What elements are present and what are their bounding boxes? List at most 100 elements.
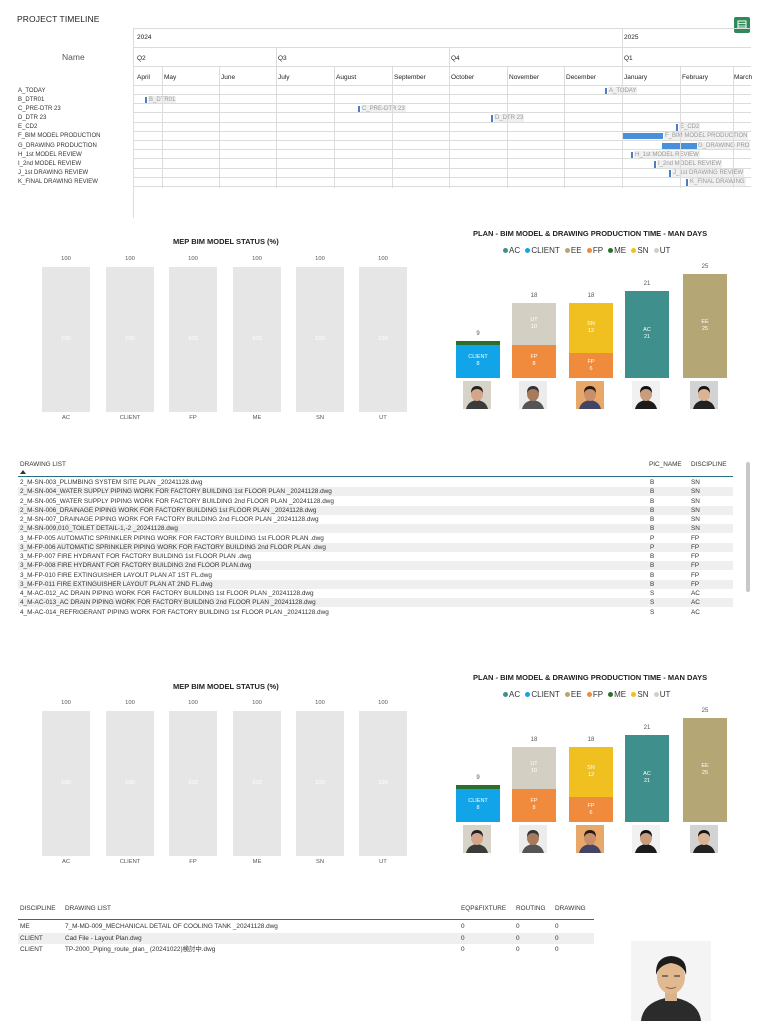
status-bar[interactable] (106, 267, 154, 412)
legend-label: ME (614, 690, 627, 699)
timeline-row-label: E_CD2 (18, 124, 38, 130)
status-bar[interactable] (359, 711, 407, 856)
gantt-bar[interactable] (662, 143, 697, 149)
routing-header[interactable]: ROUTING (516, 905, 546, 912)
legend-label: AC (509, 246, 521, 255)
grid-line (133, 85, 751, 86)
status-category-label: AC (61, 859, 71, 865)
timeline-row-label: K_FINAL DRAWING REVIEW (18, 179, 98, 185)
scrollbar[interactable] (746, 462, 750, 592)
segment-value-label: 25 (701, 770, 709, 776)
status-bar[interactable] (169, 267, 217, 412)
segment-value-label: 6 (589, 365, 593, 372)
plan-bar-segment-me[interactable] (456, 340, 500, 345)
plan-bar-segment-client[interactable]: CLIENT 8 (456, 344, 500, 378)
status-value-label: 100 (61, 256, 71, 262)
status-bar[interactable] (169, 711, 217, 856)
plan-bar-segment-ac[interactable]: AC 21 (625, 290, 669, 378)
status-value-label: 100 (378, 256, 388, 262)
person-photo-icon (576, 825, 604, 853)
discipline-cell: SN (691, 479, 700, 486)
drawing-list-header[interactable]: DRAWING LIST (20, 461, 66, 468)
table-row[interactable]: 3_M-FP-010 FIRE EXTINGUISHER LAYOUT PLAN… (18, 571, 733, 580)
table-row[interactable]: 2_M-SN-009,010_TOILET DETAIL-1,-2 _20241… (18, 524, 733, 534)
legend-dot-ut (653, 247, 659, 253)
table-row[interactable]: CLIENT TP-2000_Piping_route_plan_ (202410… (18, 944, 594, 955)
status-chart-title: MEP BIM MODEL STATUS (%) (173, 237, 279, 246)
legend-label: CLIENT (531, 690, 560, 699)
table-row[interactable]: 2_M-SN-005_WATER SUPPLY PIPING WORK FOR … (18, 497, 733, 506)
gantt-bar-label: F_BIM MODEL PRODUCTION (664, 132, 749, 140)
plan-bar-segment-client[interactable]: CLIENT 8 (456, 788, 500, 822)
gantt-marker[interactable] (605, 88, 607, 95)
plan-bar-segment-fp[interactable]: FP 6 (569, 797, 613, 822)
plan-bar-segment-fp[interactable]: FP 8 (512, 788, 556, 822)
gantt-marker[interactable] (145, 97, 147, 104)
plan-bar-segment-ee[interactable]: EE 25 (683, 718, 727, 822)
status-bar[interactable] (233, 267, 281, 412)
plan-bar-segment-ut[interactable]: UT 10 (512, 303, 556, 345)
table-row[interactable]: ME 7_M-MD-009_MECHANICAL DETAIL OF COOLIN… (18, 921, 594, 932)
drawing-name-cell: 2_M-SN-005_WATER SUPPLY PIPING WORK FOR … (20, 497, 334, 505)
timeline-row-label: G_DRAWING PRODUCTION (18, 143, 97, 149)
segment-series-label: FP (587, 802, 595, 809)
table-row[interactable]: 3_M-FP-008 FIRE HYDRANT FOR FACTORY BUIL… (18, 561, 733, 571)
segment-value-label: 10 (530, 323, 538, 330)
legend-dot-sn (631, 691, 637, 697)
status-bar[interactable] (106, 711, 154, 856)
discipline-cell: SN (691, 488, 700, 496)
header-divider (18, 919, 594, 920)
name-column-header: Name (62, 52, 85, 62)
table-row[interactable]: 3_M-FP-005 AUTOMATIC SPRINKLER PIPING WO… (18, 534, 733, 543)
eqp-fixture-header[interactable]: EQP&FIXTURE (461, 905, 507, 912)
segment-value-label: 21 (643, 778, 651, 785)
person-photo-icon (690, 825, 718, 853)
gantt-marker[interactable] (358, 106, 360, 113)
gantt-marker[interactable] (669, 170, 671, 177)
status-bar[interactable] (296, 267, 344, 412)
table-row[interactable]: 3_M-FP-007 FIRE HYDRANT FOR FACTORY BUIL… (18, 552, 733, 561)
discipline-header[interactable]: DISCIPLINE (20, 905, 56, 912)
drawing-list-header[interactable]: DRAWING LIST (65, 905, 111, 912)
table-row[interactable]: 2_M-SN-004_WATER SUPPLY PIPING WORK FOR … (18, 487, 733, 497)
table-row[interactable]: 3_M-FP-011 FIRE EXTINGUISHER LAYOUT PLAN… (18, 579, 733, 589)
status-bar[interactable] (42, 711, 90, 856)
gantt-marker[interactable] (676, 124, 678, 131)
plan-bar-segment-fp[interactable]: FP 6 (569, 353, 613, 378)
gantt-marker[interactable] (654, 161, 656, 168)
table-row[interactable]: 4_M-AC-014_REFRIGERANT PIPING WORK FOR F… (18, 608, 733, 617)
gantt-marker[interactable] (686, 179, 688, 186)
routing-cell: 0 (516, 934, 520, 942)
table-row[interactable]: 2_M-SN-006_DRAINAGE PIPING WORK FOR FACT… (18, 505, 733, 515)
quarter-q4: Q4 (451, 55, 460, 62)
discipline-header[interactable]: DISCIPLINE (691, 461, 727, 468)
plan-bar-segment-fp[interactable]: FP 8 (512, 344, 556, 378)
table-row[interactable]: CLIENT Cad File - Layout Plan.dwg 0 0 0 (18, 932, 594, 944)
discipline-cell: AC (691, 590, 700, 597)
status-inner-label: 100 (61, 335, 71, 342)
status-bar[interactable] (359, 267, 407, 412)
status-bar[interactable] (296, 711, 344, 856)
gantt-marker[interactable] (491, 115, 493, 122)
status-category-label: UT (379, 859, 387, 865)
sort-arrow-icon[interactable] (20, 470, 26, 474)
plan-bar-segment-me[interactable] (456, 784, 500, 789)
status-bar[interactable] (233, 711, 281, 856)
plan-bar-segment-ut[interactable]: UT 10 (512, 747, 556, 789)
plan-bar-segment-sn[interactable]: SN 12 (569, 303, 613, 354)
status-value-label: 100 (315, 700, 325, 706)
plan-bar-segment-sn[interactable]: SN 12 (569, 747, 613, 798)
segment-value-label: 12 (587, 328, 595, 335)
gantt-marker[interactable] (631, 152, 633, 159)
status-bar[interactable] (42, 267, 90, 412)
gantt-bar[interactable] (623, 133, 663, 139)
table-row[interactable]: 2_M-SN-003_PLUMBING SYSTEM SITE PLAN _20… (18, 478, 733, 487)
pic-name-header[interactable]: PIC_NAME (649, 461, 682, 468)
table-row[interactable]: 2_M-SN-007_DRAINAGE PIPING WORK FOR FACT… (18, 515, 733, 524)
plan-bar-segment-ee[interactable]: EE 25 (683, 274, 727, 378)
table-row[interactable]: 3_M-FP-006 AUTOMATIC SPRINKLER PIPING WO… (18, 542, 733, 552)
table-row[interactable]: 4_M-AC-013_AC DRAIN PIPING WORK FOR FACT… (18, 598, 733, 608)
plan-bar-segment-ac[interactable]: AC 21 (625, 734, 669, 822)
drawing-header[interactable]: DRAWING (555, 905, 586, 912)
table-row[interactable]: 4_M-AC-012_AC DRAIN PIPING WORK FOR FACT… (18, 589, 733, 598)
